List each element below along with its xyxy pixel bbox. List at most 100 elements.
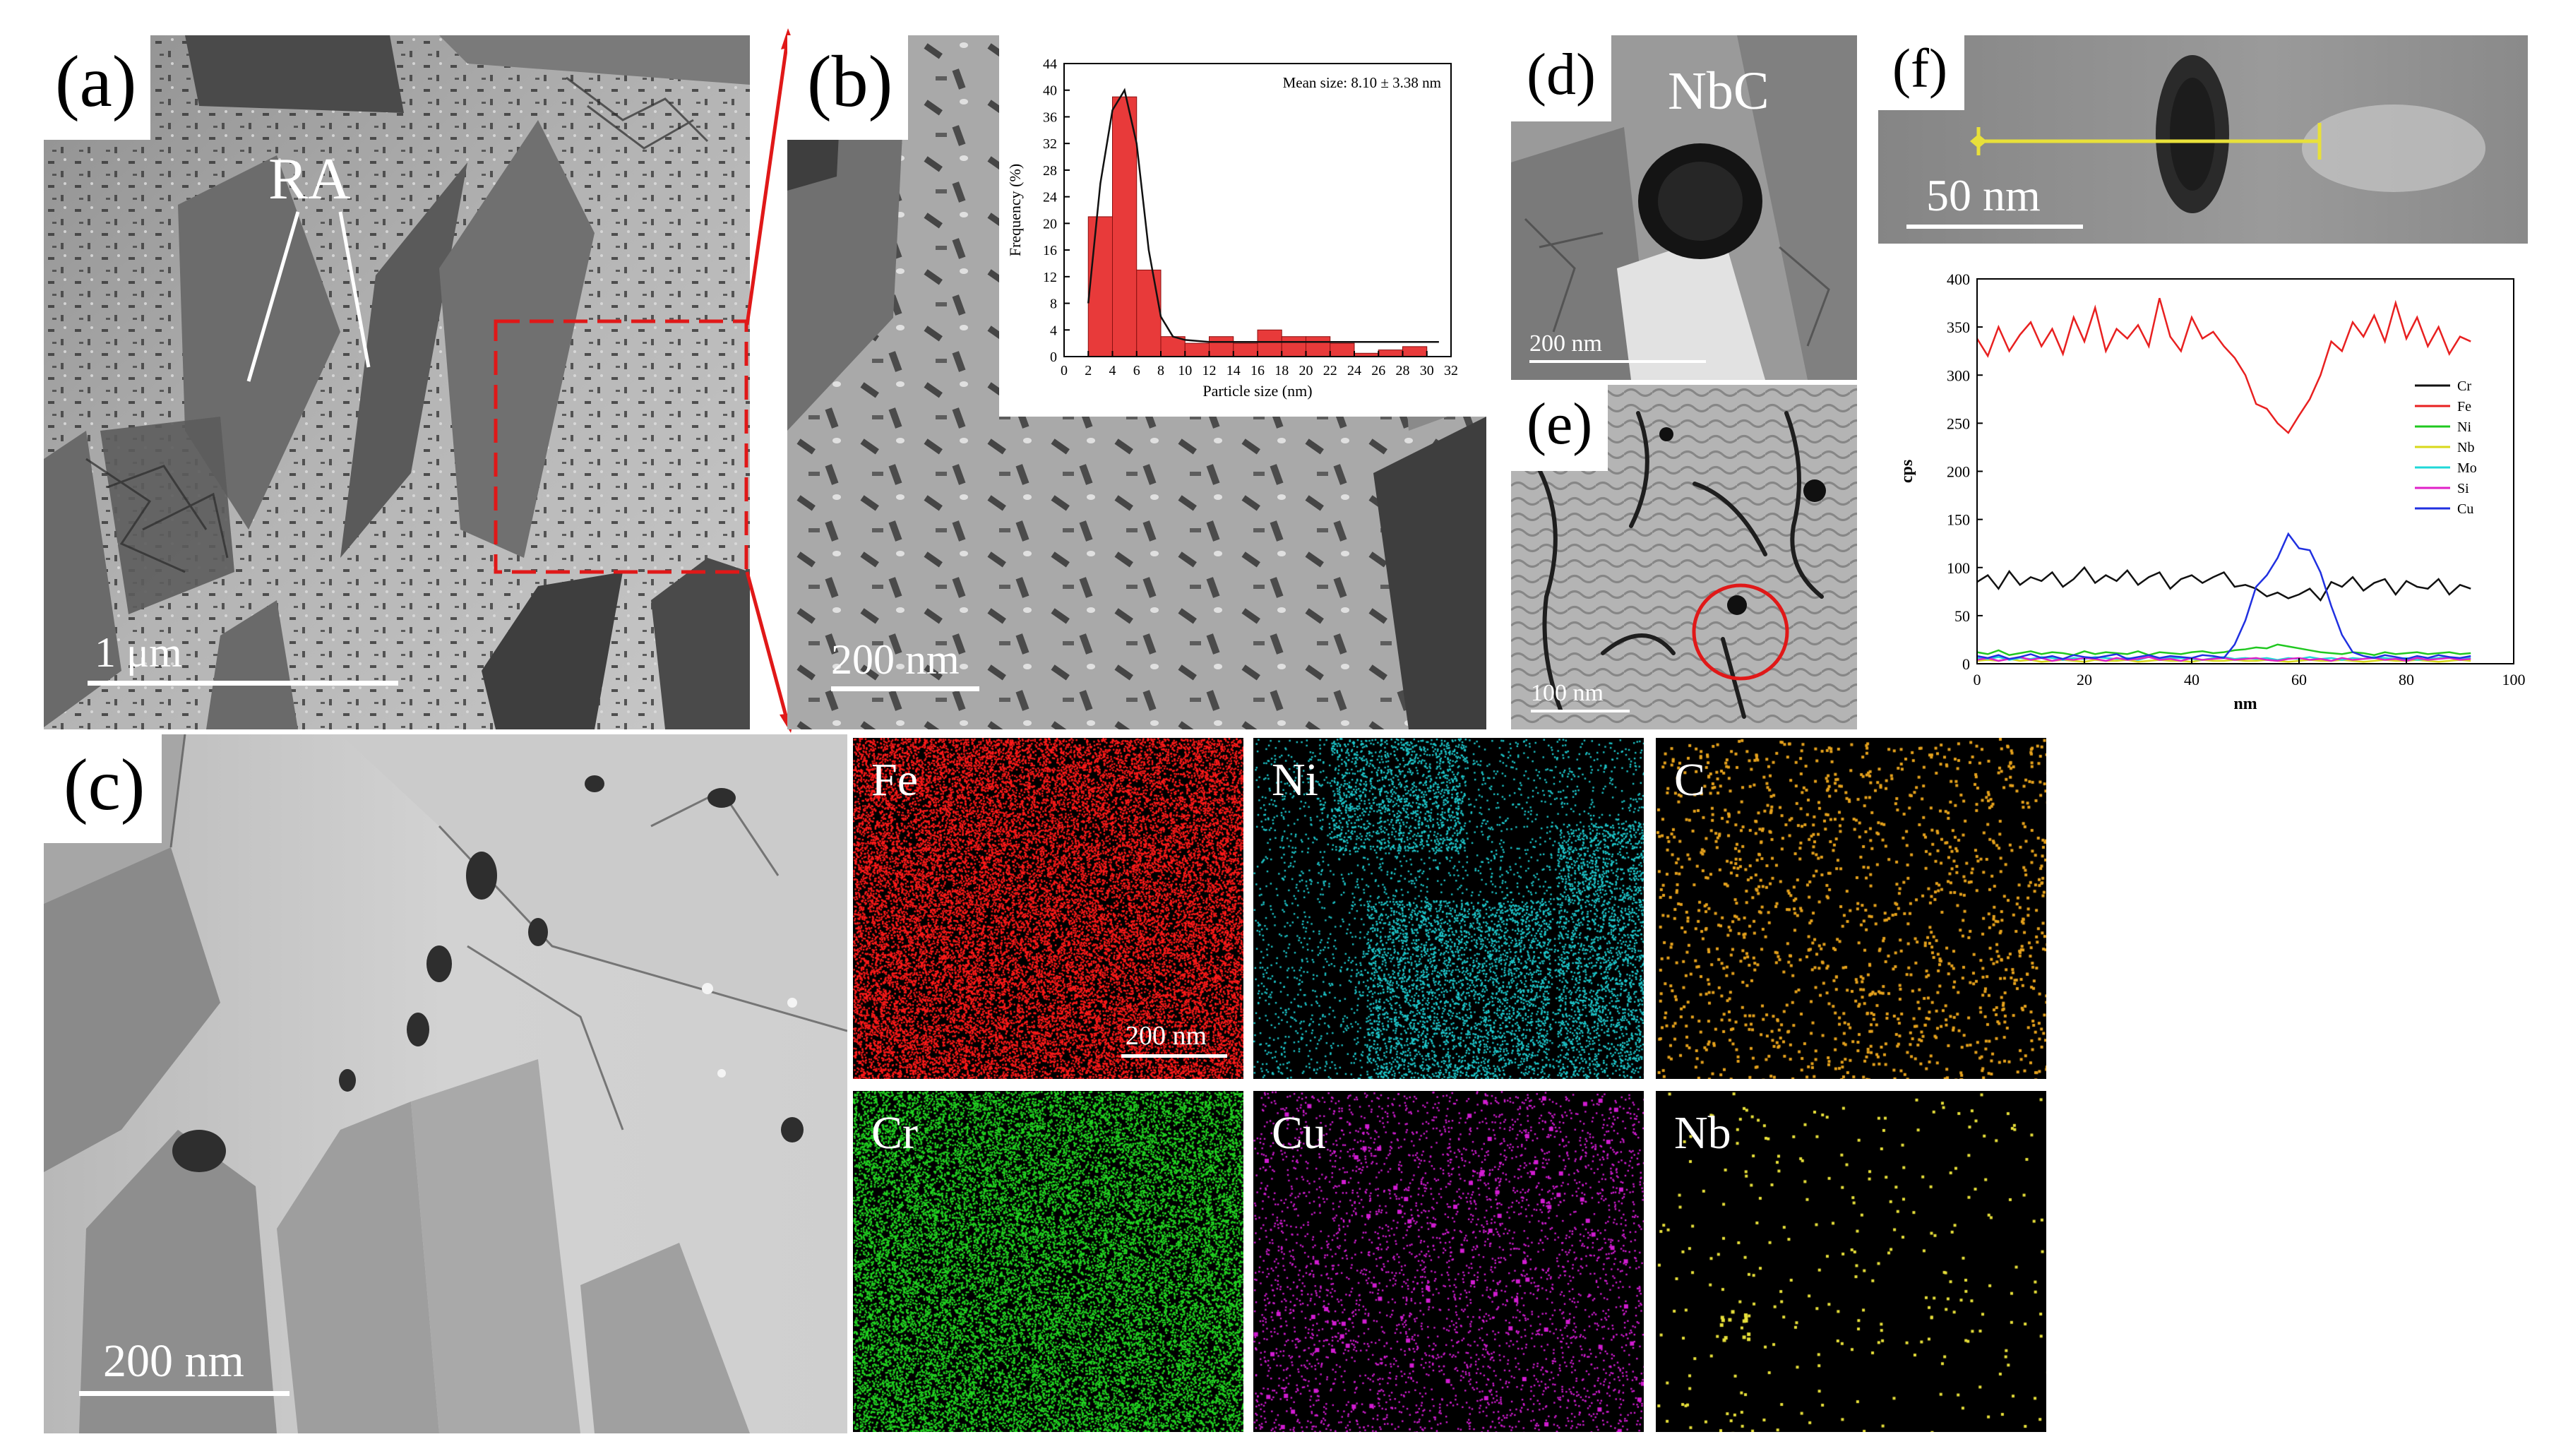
scale-label: 200 nm [103, 1335, 244, 1387]
line-profile-plot: 0 20 40 60 80 100 0 50 100 150 200 250 300 350 400 nm cp… [1898, 270, 2526, 713]
panel-label: (f) [1878, 35, 1964, 110]
y-tick-label: 20 [1043, 216, 1057, 232]
histogram-bar [1209, 336, 1234, 357]
y-tick-label: 32 [1043, 136, 1057, 152]
x-tick-label: 32 [1444, 363, 1458, 378]
eds-map-cu: Cu [1253, 1091, 1644, 1432]
histogram-bar [1378, 350, 1403, 357]
eds-map-canvas [853, 738, 1243, 1079]
y-tick-label: 44 [1043, 56, 1057, 72]
scale-line [88, 681, 398, 686]
y-tick-label: 8 [1050, 297, 1057, 312]
histogram-bar [1184, 342, 1210, 357]
x-axis-title: nm [2233, 695, 2257, 713]
panel-f: (f) 50 nm [1878, 35, 2528, 244]
scale-label: 50 nm [1926, 170, 2041, 220]
eds-map-canvas [1656, 738, 2046, 1079]
scale-label: 100 nm [1531, 680, 1604, 706]
legend-label: Si [2457, 481, 2469, 496]
x-tick-label: 24 [1347, 363, 1361, 378]
panel-label: (e) [1511, 385, 1608, 471]
histogram-bar [1087, 216, 1113, 357]
eds-map-label: Fe [871, 754, 918, 806]
y-axis-title: Frequency (%) [1006, 164, 1024, 256]
scale-label: 200 nm [1126, 1021, 1207, 1051]
eds-map-ni: Ni [1253, 738, 1644, 1079]
histogram-bar [1233, 342, 1258, 357]
series-line-fe [1976, 297, 2471, 434]
x-tick-label: 100 [2502, 671, 2526, 688]
eds-map-label: Nb [1674, 1107, 1731, 1159]
y-tick-label: 300 [1947, 366, 1970, 384]
x-tick-label: 80 [2399, 671, 2414, 688]
panel-a: (a) RA 1 μm [44, 35, 750, 729]
eds-map-fe: Fe 200 nm [853, 738, 1243, 1079]
panel-c: (c) 200 nm [44, 734, 847, 1433]
y-tick-label: 12 [1043, 270, 1057, 285]
scale-bar: 200 nm [1121, 1020, 1227, 1063]
x-tick-label: 8 [1157, 363, 1164, 378]
x-tick-label: 4 [1109, 363, 1116, 378]
x-tick-label: 0 [1974, 671, 1981, 688]
series-line-cu [1976, 532, 2471, 660]
panel-d: (d) NbC 200 nm [1511, 35, 1857, 380]
y-tick-label: 4 [1050, 323, 1057, 338]
scale-line [1529, 360, 1706, 363]
x-tick-label: 30 [1420, 363, 1434, 378]
y-tick-label: 400 [1947, 270, 1970, 288]
scale-line [1906, 225, 2083, 229]
tem-image-e [1511, 385, 1857, 729]
y-tick-label: 0 [1050, 350, 1057, 365]
legend-label: Fe [2457, 399, 2471, 414]
panel-label: (d) [1511, 35, 1611, 121]
histogram-bar [1330, 342, 1355, 357]
y-tick-label: 100 [1947, 559, 1970, 577]
x-tick-label: 18 [1274, 363, 1289, 378]
histogram-bar [1112, 96, 1138, 357]
y-tick-label: 200 [1947, 463, 1970, 481]
eds-map-label: Cr [871, 1107, 918, 1159]
x-tick-label: 10 [1178, 363, 1192, 378]
x-tick-label: 12 [1202, 363, 1217, 378]
y-tick-label: 40 [1043, 83, 1057, 99]
panel-label: (b) [787, 35, 909, 140]
x-tick-label: 60 [2291, 671, 2307, 688]
eds-map-c: C [1656, 738, 2046, 1079]
tem-image-a [44, 35, 750, 729]
x-axis-title: Particle size (nm) [1202, 382, 1312, 400]
eds-map-label: C [1674, 754, 1706, 806]
y-tick-label: 0 [1962, 655, 1970, 673]
y-tick-label: 28 [1043, 163, 1057, 179]
scale-bar: 200 nm [1529, 330, 1706, 373]
x-tick-label: 40 [2184, 671, 2199, 688]
tem-image-f [1878, 35, 2528, 244]
panel-label: (c) [44, 734, 162, 843]
series-line-cr [1976, 566, 2471, 602]
y-axis-title: cps [1898, 460, 1916, 483]
scale-line [1121, 1054, 1227, 1058]
scale-label: 200 nm [831, 636, 960, 683]
x-tick-label: 0 [1061, 363, 1068, 378]
y-tick-label: 50 [1954, 607, 1970, 625]
eds-map-canvas [1253, 1091, 1644, 1432]
x-tick-label: 20 [1299, 363, 1313, 378]
legend-label: Cr [2457, 378, 2471, 394]
scale-bar: 50 nm [1906, 169, 2083, 240]
histogram-bar [1281, 336, 1306, 357]
scale-label: 1 μm [95, 629, 182, 676]
x-tick-label: 26 [1371, 363, 1385, 378]
panel-e: (e) 100 nm [1511, 385, 1857, 729]
y-tick-label: 24 [1043, 190, 1057, 205]
scale-bar: 100 nm [1531, 680, 1630, 722]
mean-size-label: Mean size: 8.10 ± 3.38 nm [1283, 74, 1441, 91]
x-tick-label: 20 [2077, 671, 2092, 688]
scale-line [79, 1391, 289, 1396]
legend-label: Cu [2457, 501, 2473, 517]
eds-map-cr: Cr [853, 1091, 1243, 1432]
scale-bar: 200 nm [831, 635, 979, 713]
y-tick-label: 16 [1043, 243, 1057, 258]
panel-label: (a) [44, 35, 151, 140]
eds-map-canvas [853, 1091, 1243, 1432]
x-tick-label: 14 [1226, 363, 1241, 378]
panel-b: (b) 200 nm 0 2 4 6 8 10 12 14 16 18 20 22 24 26 28 30 32… [787, 35, 1486, 729]
